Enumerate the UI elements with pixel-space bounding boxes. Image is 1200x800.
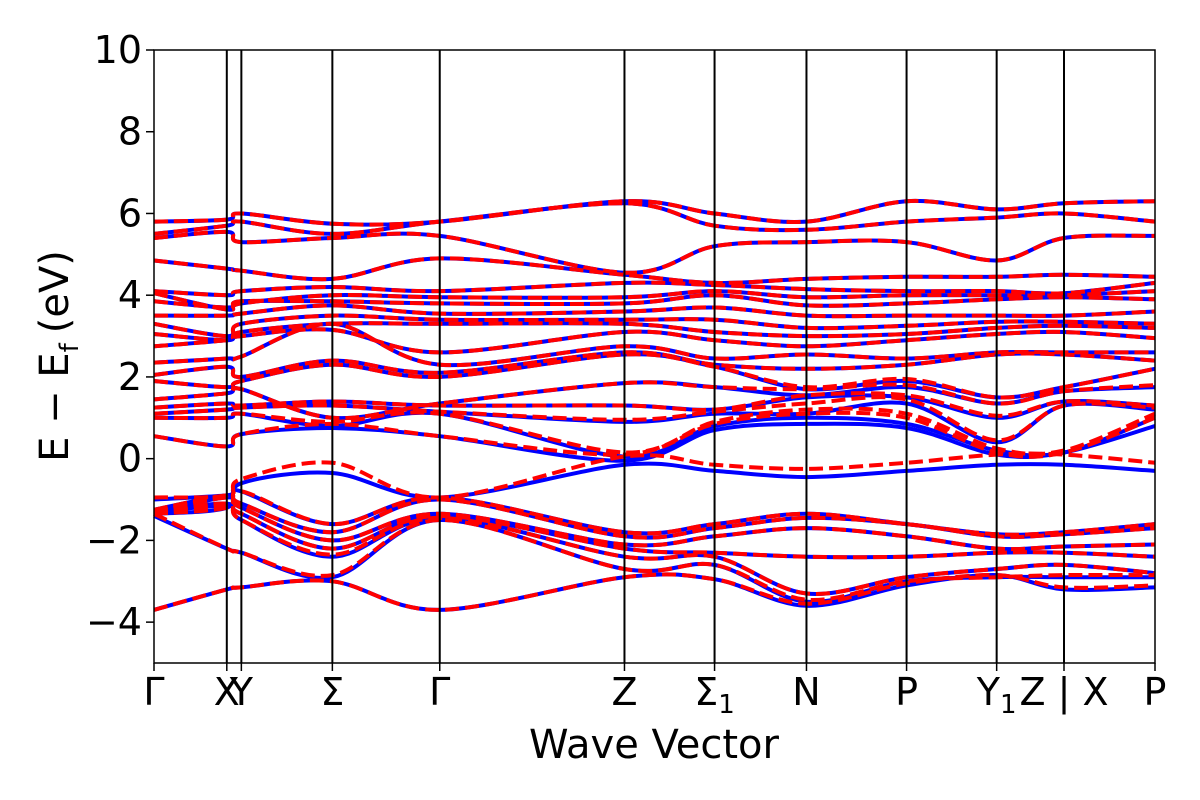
x-tick-label: P <box>1144 670 1167 714</box>
x-tick-label: P <box>895 670 918 714</box>
x-tick-label: Γ <box>143 670 164 714</box>
y-tick-label: −2 <box>86 518 142 562</box>
dashed-band-19 <box>153 303 1156 319</box>
kpoint-lines <box>225 50 1065 663</box>
y-tick-label: −4 <box>86 600 142 644</box>
solid-band-24 <box>153 229 1156 275</box>
y-tick-label: 2 <box>118 355 142 399</box>
y-axis-title-unit: (eV) <box>32 250 78 333</box>
solid-band-7 <box>153 461 1156 516</box>
x-tick-label: Σ <box>320 670 344 714</box>
dashed-band-13 <box>153 352 1156 400</box>
y-tick-label: 10 <box>94 28 142 72</box>
solid-band-12 <box>153 380 1156 421</box>
y-axis-title-main: E − E <box>32 352 78 462</box>
solid-band-0 <box>153 572 1156 612</box>
bands-layer <box>153 198 1156 612</box>
dashed-band-10 <box>153 395 1156 443</box>
x-tick-label: Γ <box>429 670 450 714</box>
x-tick-label: Y1 <box>976 670 1017 720</box>
dashed-band-14 <box>153 350 1156 379</box>
x-tick-label: Z | X <box>1019 670 1108 715</box>
x-axis-ticks: Γ XY Σ Γ Z Σ1 N P Y1 Z | X P <box>143 663 1166 720</box>
dashed-band-12 <box>153 380 1156 421</box>
y-axis-title-subscript: f <box>55 342 85 352</box>
x-tick-label: N <box>792 670 820 714</box>
plot-frame <box>153 49 1156 664</box>
x-tick-label: Z <box>611 670 637 714</box>
x-tick-label: Σ1 <box>694 670 735 720</box>
solid-band-13 <box>153 352 1156 400</box>
y-tick-label: 4 <box>118 273 142 317</box>
y-tick-label: 8 <box>118 110 142 154</box>
x-axis-title: Wave Vector <box>529 722 780 768</box>
y-tick-label: 6 <box>118 191 142 235</box>
solid-band-26 <box>153 198 1156 227</box>
dashed-band-6 <box>153 451 1156 500</box>
y-tick-label: 0 <box>118 437 142 481</box>
y-axis-title: E − Ef (eV) <box>32 250 85 462</box>
x-tick-label: Y <box>229 670 254 714</box>
x-tick-label: X <box>214 670 240 714</box>
dashed-band-9 <box>153 406 1156 457</box>
y-axis-ticks: −4 −2 0 2 4 6 8 10 <box>86 28 154 644</box>
